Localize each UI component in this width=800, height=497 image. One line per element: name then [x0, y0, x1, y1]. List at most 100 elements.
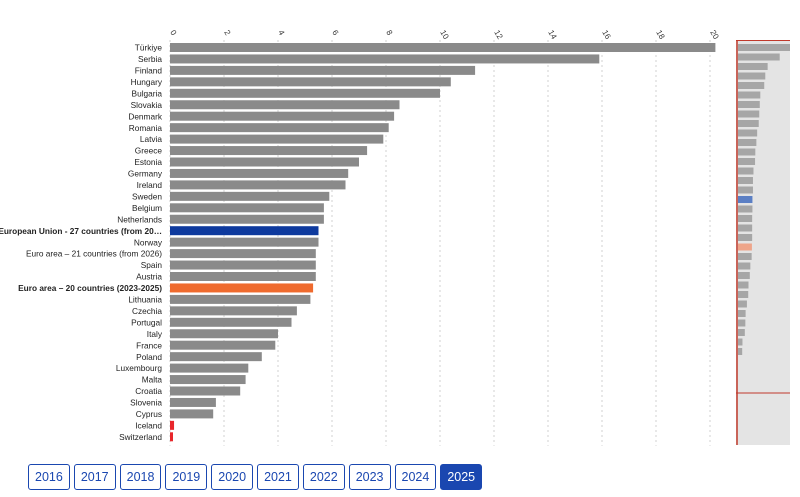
category-label: Austria [136, 272, 162, 282]
bar[interactable] [170, 375, 246, 385]
category-label: Switzerland [119, 432, 162, 442]
category-label: Serbia [138, 54, 162, 64]
minimap-bar [738, 357, 739, 365]
bar[interactable] [170, 397, 216, 407]
bar[interactable] [170, 146, 368, 156]
year-button-2020[interactable]: 2020 [211, 464, 254, 490]
minimap-bar [738, 129, 758, 137]
bar[interactable] [170, 54, 600, 64]
bar[interactable] [170, 123, 389, 133]
year-button-2018[interactable]: 2018 [119, 464, 162, 490]
bar[interactable] [170, 317, 292, 327]
x-tick-label: 6 [330, 29, 340, 38]
category-label: Romania [129, 123, 163, 133]
bar[interactable] [170, 283, 314, 293]
category-label: Spain [141, 260, 163, 270]
bar[interactable] [170, 203, 324, 213]
category-label: France [136, 340, 162, 350]
bar[interactable] [170, 386, 241, 396]
bar[interactable] [170, 306, 297, 316]
x-tick-label: 8 [384, 29, 394, 38]
category-label: Bulgaria [132, 88, 163, 98]
minimap-bar [738, 253, 752, 260]
year-button-2022[interactable]: 2022 [302, 464, 345, 490]
bar[interactable] [170, 249, 316, 259]
x-tick-label: 14 [546, 29, 559, 42]
bar[interactable] [170, 100, 400, 110]
minimap-bar [738, 338, 743, 346]
bar[interactable] [170, 363, 249, 373]
minimap-bar [738, 148, 756, 156]
minimap-bar [738, 224, 753, 232]
category-label: Finland [135, 66, 163, 76]
minimap-bar [738, 158, 756, 165]
bar[interactable] [170, 168, 349, 178]
bar[interactable] [170, 432, 173, 442]
category-label: Italy [147, 329, 163, 339]
x-tick-label: 0 [168, 29, 178, 38]
minimap-bar [738, 186, 753, 194]
minimap-bar [738, 177, 753, 184]
category-label: Slovenia [130, 398, 162, 408]
bar[interactable] [170, 77, 451, 87]
bar[interactable] [170, 294, 311, 304]
bar[interactable] [170, 420, 175, 430]
minimap-bar [738, 139, 757, 146]
bar[interactable] [170, 226, 319, 236]
year-button-2021[interactable]: 2021 [257, 464, 299, 490]
bar[interactable] [170, 191, 330, 201]
minimap-bar [738, 44, 790, 51]
minimap-bar [738, 262, 751, 270]
category-label: Netherlands [117, 214, 162, 224]
year-button-2019[interactable]: 2019 [165, 464, 208, 490]
year-button-2023[interactable]: 2023 [348, 464, 391, 490]
year-button-2017[interactable]: 2017 [73, 464, 116, 490]
bar[interactable] [170, 180, 346, 190]
bar[interactable] [170, 157, 359, 167]
minimap-bar [738, 91, 761, 99]
bar[interactable] [170, 409, 214, 419]
minimap-bar [738, 196, 753, 203]
bar[interactable] [170, 329, 278, 339]
bar[interactable] [170, 340, 276, 350]
year-button-2025[interactable]: 2025 [440, 464, 483, 490]
bar[interactable] [170, 43, 716, 52]
category-label: Hungary [131, 77, 163, 87]
minimap-bar [738, 300, 747, 308]
bar[interactable] [170, 134, 384, 144]
minimap-bar [738, 348, 743, 355]
category-label: Euro area – 21 countries (from 2026) [26, 249, 162, 259]
category-label: Greece [135, 146, 163, 156]
category-label: Portugal [131, 317, 162, 327]
year-button-2024[interactable]: 2024 [394, 464, 437, 490]
bar[interactable] [170, 88, 440, 98]
category-label: Croatia [135, 386, 162, 396]
minimap-bar [738, 234, 753, 241]
bar[interactable] [170, 352, 262, 362]
category-label: Ireland [137, 180, 163, 190]
year-button-2016[interactable]: 2016 [28, 464, 70, 490]
bar[interactable] [170, 65, 476, 75]
category-label: Iceland [135, 420, 162, 430]
minimap-bar [738, 167, 754, 175]
x-tick-label: 2 [222, 29, 232, 38]
category-label: Czechia [132, 306, 162, 316]
x-tick-label: 4 [276, 29, 286, 38]
minimap-bar [738, 319, 746, 327]
bar[interactable] [170, 214, 324, 224]
x-axis-ticks: 0 2 4 6 8 10 12 14 16 18 20 [168, 29, 721, 42]
category-label: Luxembourg [116, 363, 163, 373]
bar[interactable] [170, 260, 316, 270]
chart-minimap[interactable] [736, 40, 790, 445]
year-selector: 2016 2017 2018 2019 2020 2021 2022 2023 2024 2025 [28, 464, 483, 490]
minimap-bar [738, 205, 753, 213]
bar[interactable] [170, 237, 319, 247]
minimap-bar [738, 272, 750, 279]
category-label: Sweden [132, 191, 162, 201]
minimap-bar [738, 310, 746, 317]
bar[interactable] [170, 272, 316, 281]
minimap-bar [738, 291, 749, 298]
bar[interactable] [170, 111, 395, 121]
